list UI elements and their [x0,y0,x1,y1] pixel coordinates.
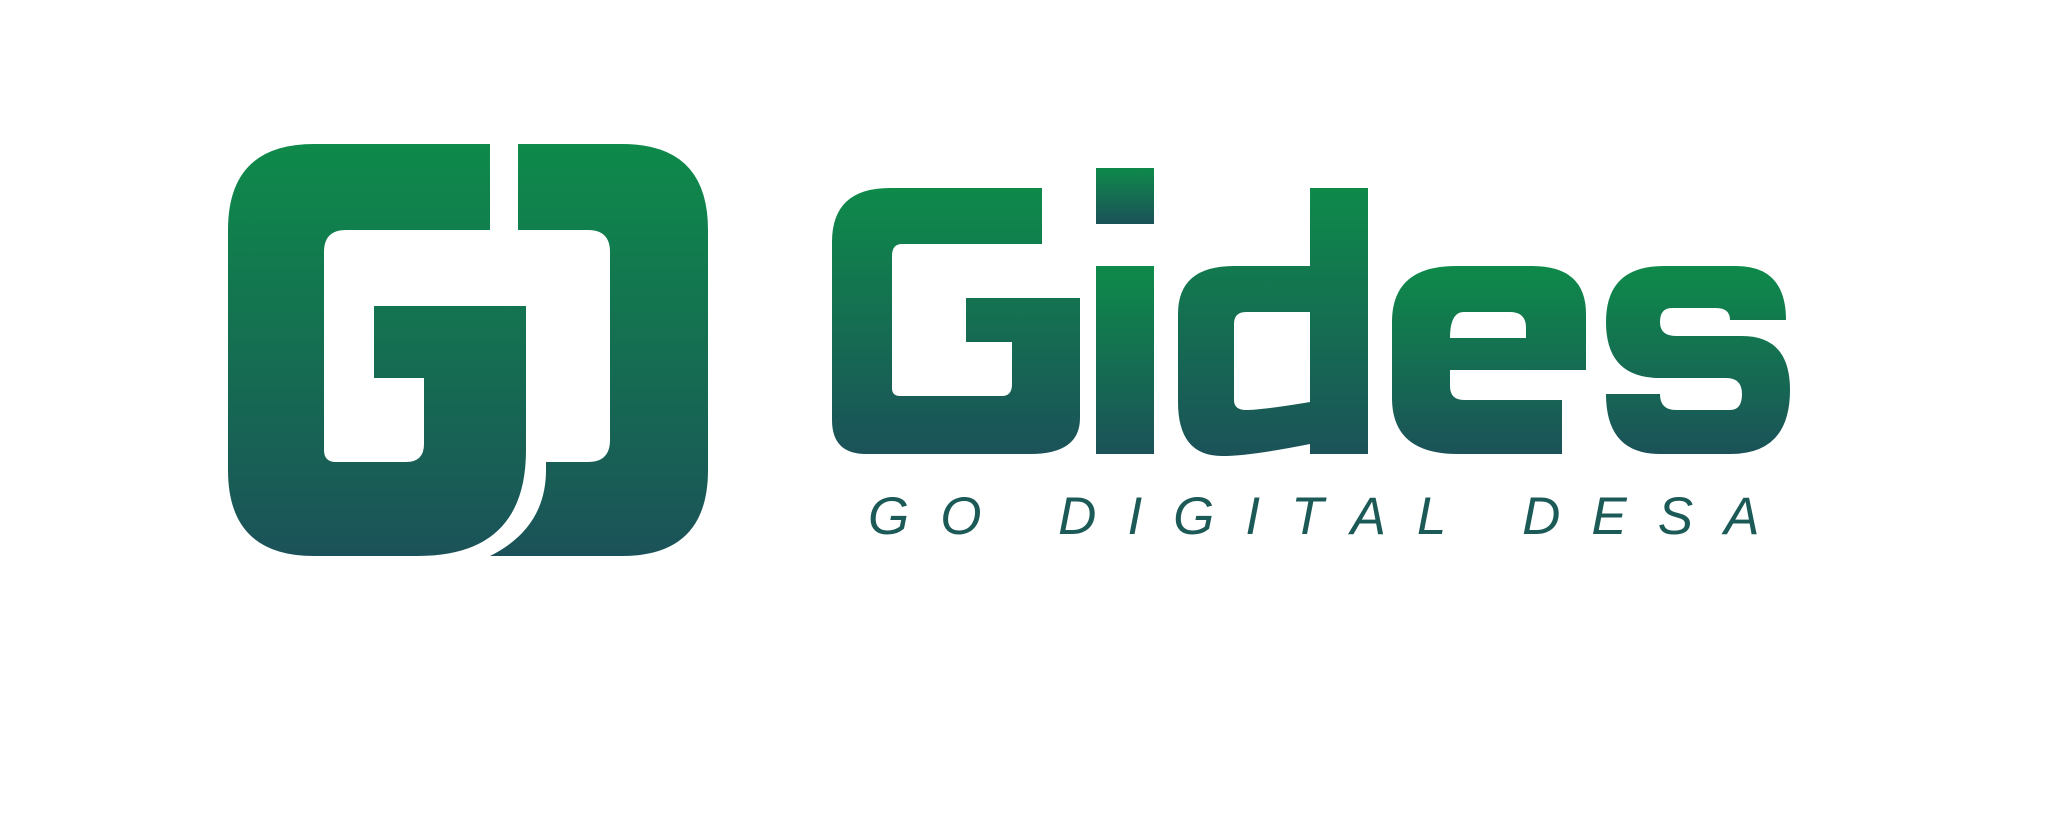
gides-wordmark: Gides [830,166,1790,456]
gd-monogram-icon [228,144,708,556]
brand-tagline: GO DIGITAL DESA [868,487,1791,546]
brand-name: Gides [830,166,872,170]
